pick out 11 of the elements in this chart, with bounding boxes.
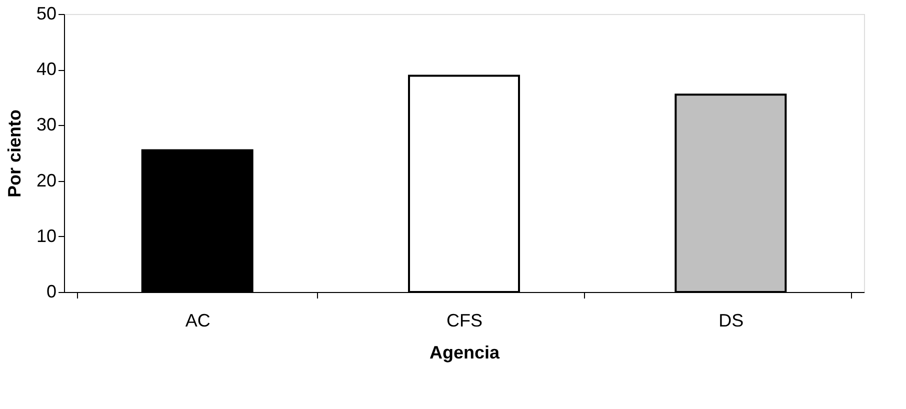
x-tick-label: AC — [185, 310, 210, 330]
y-tick-label: 50 — [36, 4, 56, 24]
y-tick-label: 20 — [36, 170, 56, 190]
y-tick-label: 0 — [46, 282, 56, 302]
x-tick-label: DS — [718, 310, 744, 330]
x-axis-title: Agencia — [429, 342, 500, 362]
x-tick-label: CFS — [446, 310, 482, 330]
y-tick-label: 40 — [36, 59, 56, 80]
y-tick-label: 30 — [36, 114, 56, 135]
y-axis-title: Por ciento — [4, 109, 24, 198]
y-tick-label: 10 — [36, 226, 56, 246]
